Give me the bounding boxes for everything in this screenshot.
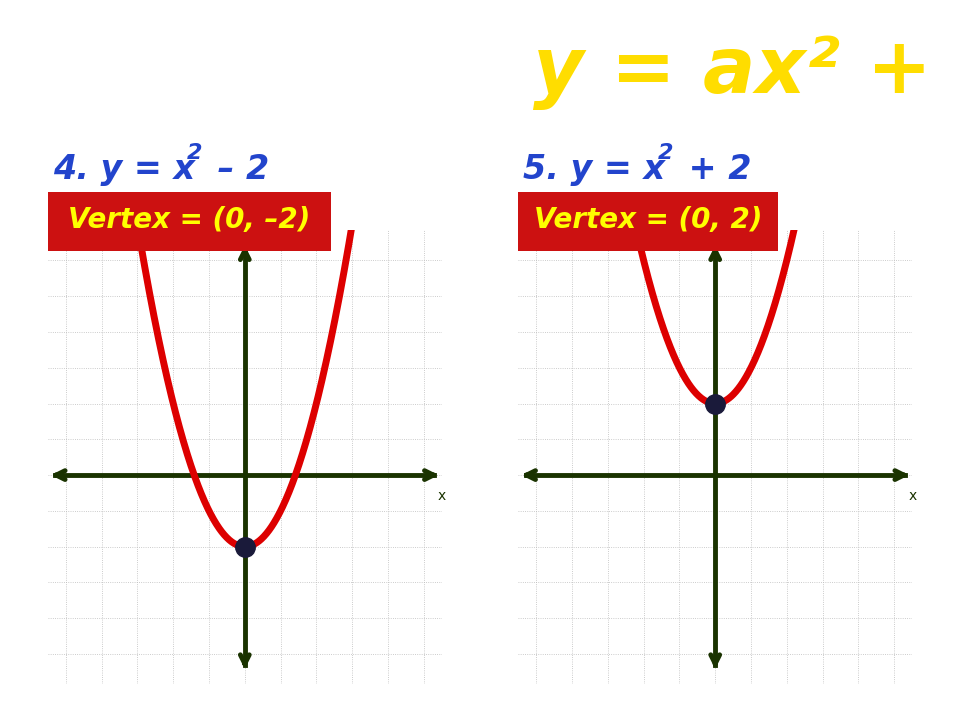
Text: x: x xyxy=(908,490,917,503)
Text: 4. y = x: 4. y = x xyxy=(53,153,195,186)
Text: – 2: – 2 xyxy=(206,153,270,186)
Text: y: y xyxy=(252,234,260,248)
Text: y: y xyxy=(722,234,731,248)
FancyBboxPatch shape xyxy=(48,192,331,251)
FancyBboxPatch shape xyxy=(518,192,778,251)
Text: y = ax² + c: y = ax² + c xyxy=(533,34,960,110)
Text: 2: 2 xyxy=(187,143,203,163)
Text: x: x xyxy=(438,490,446,503)
Text: + 2: + 2 xyxy=(677,153,752,186)
Text: Vertex = (0, –2): Vertex = (0, –2) xyxy=(68,206,310,233)
Text: Graphing:: Graphing: xyxy=(211,34,673,110)
Text: 5. y = x: 5. y = x xyxy=(523,153,665,186)
Text: Vertex = (0, 2): Vertex = (0, 2) xyxy=(534,206,762,233)
Text: 2: 2 xyxy=(658,143,673,163)
